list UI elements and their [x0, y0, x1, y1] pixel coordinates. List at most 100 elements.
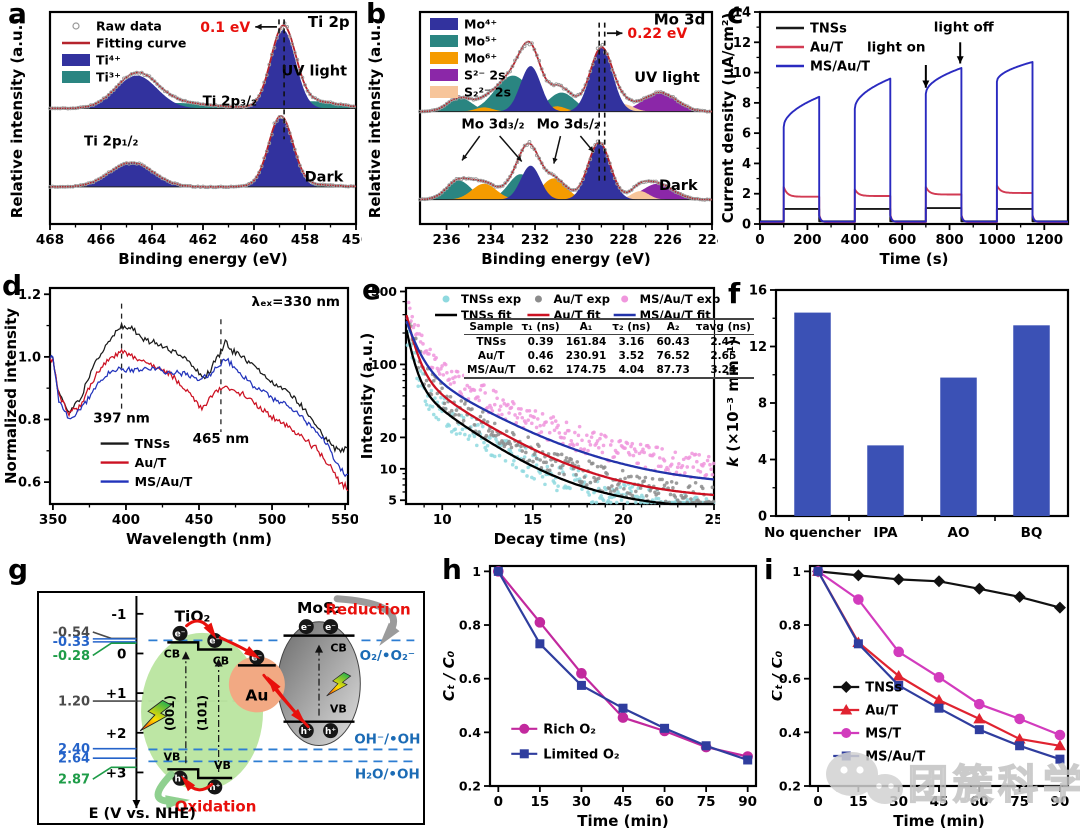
svg-text:H₂O/•OH: H₂O/•OH: [355, 766, 420, 782]
svg-text:Time (min): Time (min): [893, 812, 985, 830]
svg-text:0: 0: [758, 510, 767, 525]
svg-text:350: 350: [39, 512, 67, 528]
svg-text:Mo⁶⁺: Mo⁶⁺: [464, 51, 497, 66]
svg-text:(101): (101): [196, 695, 210, 731]
svg-text:0: 0: [755, 232, 764, 248]
svg-text:light off: light off: [934, 20, 995, 36]
svg-text:Relative intensity (a.u.): Relative intensity (a.u.): [8, 18, 26, 218]
svg-text:10: 10: [380, 461, 398, 476]
svg-text:No quencher: No quencher: [764, 525, 861, 541]
svg-text:15: 15: [849, 794, 868, 810]
panel-h: 0 15 30 45 60 75 90 0.2 0.4 0.6 0.8 1 Time (min) Cₜ /…: [438, 558, 768, 834]
svg-text:VB: VB: [163, 750, 180, 763]
svg-text:Mo 3d₅/₂: Mo 3d₅/₂: [537, 117, 600, 133]
panel-letter-b: b: [366, 0, 387, 30]
svg-text:90: 90: [1051, 794, 1070, 810]
svg-text:Binding energy (eV): Binding energy (eV): [118, 250, 287, 268]
svg-text:20: 20: [380, 430, 398, 445]
svg-text:Mo⁵⁺: Mo⁵⁺: [464, 34, 497, 49]
svg-text:O₂/•O₂⁻: O₂/•O₂⁻: [360, 648, 415, 664]
svg-text:2.40: 2.40: [58, 742, 90, 757]
svg-text:CB: CB: [330, 642, 346, 655]
svg-text:TNSs: TNSs: [135, 436, 170, 451]
svg-text:Cₜ / C₀: Cₜ / C₀: [772, 650, 786, 701]
svg-text:Current density (μA/cm²): Current density (μA/cm²): [722, 13, 737, 223]
panel-f: 0 4 8 12 16 k (×10⁻³ min⁻¹) No quencher IPA AO BQ: [722, 274, 1078, 560]
svg-text:0.4: 0.4: [779, 725, 801, 740]
svg-text:MS/Au/T: MS/Au/T: [865, 750, 925, 765]
svg-text:1.0: 1.0: [18, 350, 41, 365]
svg-text:4: 4: [742, 157, 751, 172]
svg-text:4: 4: [758, 453, 767, 468]
svg-text:λₑₓ=330 nm: λₑₓ=330 nm: [252, 294, 340, 310]
svg-text:0.6: 0.6: [18, 476, 41, 491]
chart-xps-ti2p: 468 466 464 462 460 458 456 Binding energy (eV)…: [8, 10, 362, 268]
svg-text:12: 12: [749, 340, 767, 355]
svg-text:0: 0: [494, 794, 503, 810]
chart-degradation-samples: 0 15 30 45 60 75 90 0.2 0.4 0.6 0.8 1 Time (min) Cₜ /…: [772, 564, 1070, 830]
svg-text:MS/Au/T: MS/Au/T: [135, 474, 193, 489]
svg-text:60: 60: [970, 794, 989, 810]
svg-text:30: 30: [889, 794, 908, 810]
svg-text:397 nm: 397 nm: [93, 411, 150, 427]
svg-text:MS/Au/T: MS/Au/T: [810, 60, 870, 75]
svg-text:-0.28: -0.28: [53, 649, 90, 664]
svg-text:0.8: 0.8: [459, 618, 481, 633]
panel-letter-h: h: [442, 553, 462, 586]
svg-text:Relative intensity (a.u.): Relative intensity (a.u.): [366, 18, 384, 218]
svg-text:15: 15: [523, 512, 542, 528]
lifetime-table: Sample τ₁ (ns) A₁ τ₂ (ns) A₂ τavg (ns) TNSs 0.3…: [464, 318, 754, 379]
svg-text:Intensity (a.u.): Intensity (a.u.): [360, 333, 376, 459]
svg-text:E (V vs. NHE): E (V vs. NHE): [89, 806, 196, 822]
panel-letter-i: i: [764, 553, 774, 586]
svg-text:75: 75: [1010, 794, 1029, 810]
svg-text:230: 230: [565, 232, 593, 248]
svg-text:Au/T: Au/T: [135, 455, 167, 470]
svg-text:Au/T: Au/T: [865, 704, 898, 719]
svg-text:10: 10: [433, 512, 452, 528]
svg-text:Rich O₂: Rich O₂: [543, 722, 596, 737]
svg-text:600: 600: [888, 232, 916, 248]
svg-text:Oxidation: Oxidation: [175, 797, 257, 815]
svg-text:200: 200: [793, 232, 821, 248]
svg-text:6: 6: [742, 127, 751, 142]
chart-quencher-bar: 0 4 8 12 16 k (×10⁻³ min⁻¹) No quencher IPA AO BQ: [724, 284, 1070, 541]
svg-text:30: 30: [572, 794, 591, 810]
svg-text:400: 400: [112, 512, 140, 528]
svg-text:15: 15: [530, 794, 549, 810]
svg-text:234: 234: [477, 232, 505, 248]
svg-text:45: 45: [930, 794, 949, 810]
svg-text:90: 90: [738, 794, 757, 810]
svg-text:MS/Au/T exp: MS/Au/T exp: [640, 292, 720, 306]
svg-text:Dark: Dark: [305, 170, 344, 186]
svg-text:Ti 2p₃/₂: Ti 2p₃/₂: [203, 93, 257, 109]
svg-text:400: 400: [841, 232, 869, 248]
svg-text:Au: Au: [245, 686, 268, 704]
svg-text:Wavelength (nm): Wavelength (nm): [126, 530, 272, 548]
svg-text:550: 550: [331, 512, 358, 528]
svg-text:25: 25: [705, 512, 720, 528]
svg-text:Fitting curve: Fitting curve: [96, 36, 186, 51]
svg-text:2: 2: [742, 187, 751, 202]
svg-text:TNSs: TNSs: [865, 681, 902, 696]
svg-text:BQ: BQ: [1021, 525, 1043, 541]
svg-text:464: 464: [138, 232, 166, 248]
svg-text:light on: light on: [867, 39, 926, 55]
svg-text:226: 226: [654, 232, 682, 248]
svg-text:100: 100: [371, 357, 397, 372]
panel-letter-c: c: [727, 0, 744, 30]
svg-text:1200: 1200: [1026, 232, 1064, 248]
svg-text:458: 458: [291, 232, 319, 248]
svg-text:1.20: 1.20: [58, 695, 90, 710]
svg-text:2.64: 2.64: [58, 752, 90, 767]
svg-text:Au/T: Au/T: [810, 41, 843, 56]
svg-text:+3: +3: [106, 765, 127, 781]
svg-text:228: 228: [609, 232, 637, 248]
panel-c: 0 200 400 600 800 1000 1200 0 2 4 6 8 10 12 14 Time (s)…: [722, 4, 1078, 272]
svg-text:Time (min): Time (min): [577, 812, 669, 830]
svg-text:466: 466: [87, 232, 115, 248]
svg-text:0.2: 0.2: [459, 779, 481, 794]
panel-b: 236 234 232 230 228 226 224 Binding energy (eV)…: [364, 4, 718, 272]
svg-text:60: 60: [655, 794, 674, 810]
